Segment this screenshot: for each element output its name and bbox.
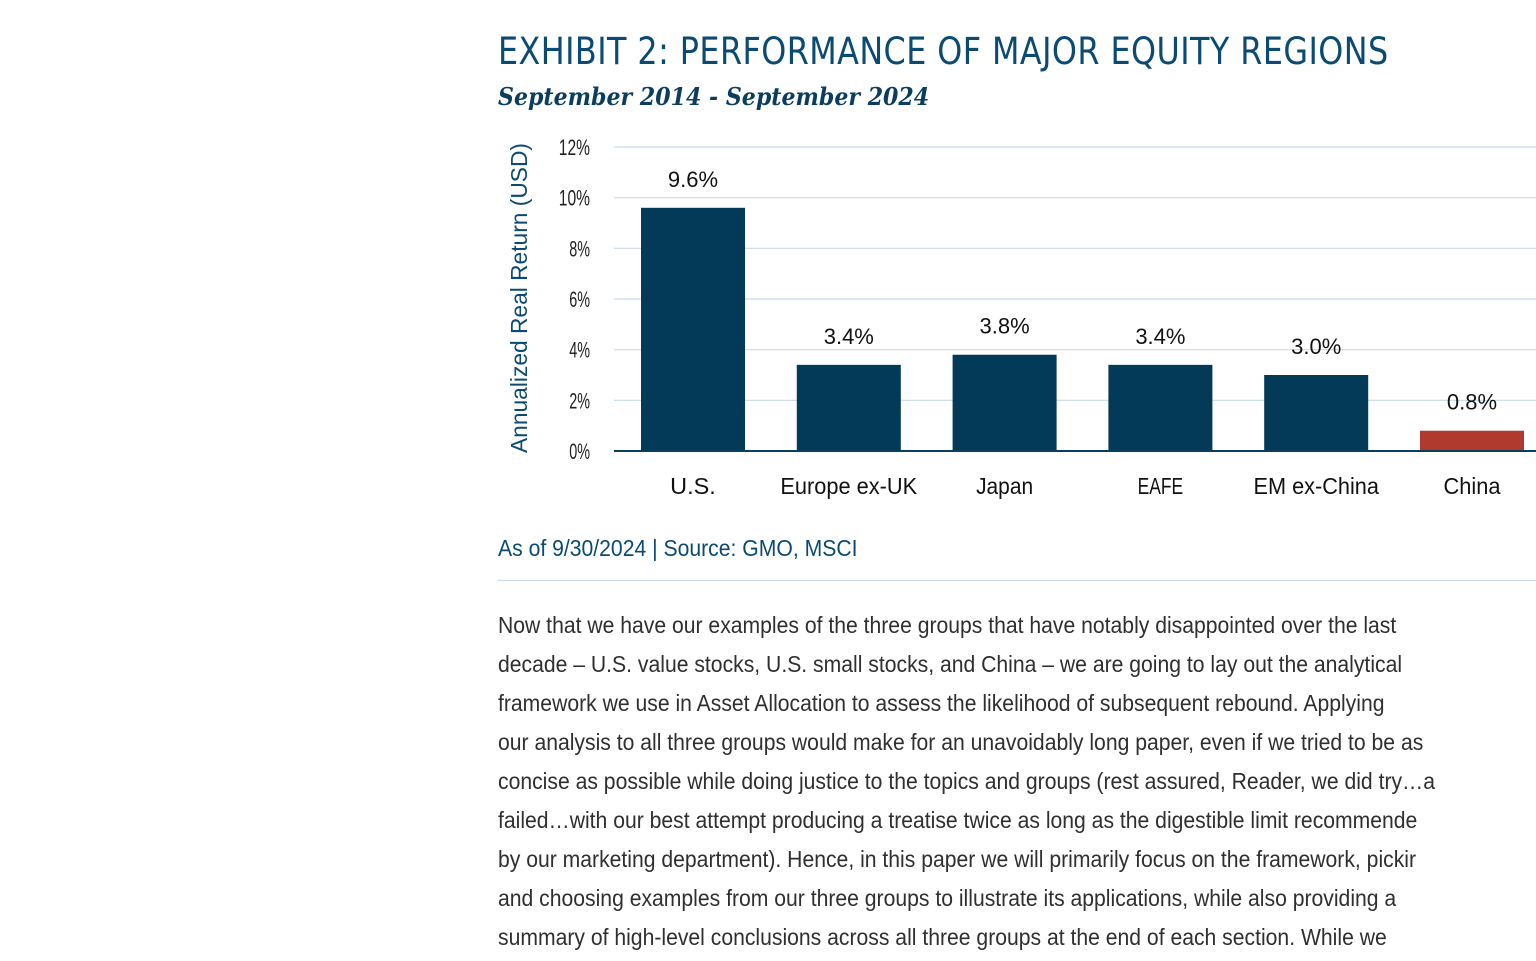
data-label: 3.4% — [1135, 324, 1185, 349]
body-line: framework we use in Asset Allocation to … — [498, 690, 1385, 716]
x-tick-label: Europe ex-UK — [780, 473, 917, 499]
data-label: 3.8% — [980, 314, 1030, 339]
bar — [1264, 375, 1369, 451]
y-tick-label: 0% — [569, 439, 590, 464]
data-label: 9.6% — [668, 167, 718, 192]
body-line: summary of high-level conclusions across… — [498, 924, 1387, 950]
y-tick-label: 12% — [559, 135, 590, 160]
source-note: As of 9/30/2024 | Source: GMO, MSCI — [498, 535, 858, 561]
y-axis-label: Annualized Real Return (USD) — [506, 143, 532, 453]
bar — [641, 207, 745, 451]
bar — [796, 364, 901, 451]
y-tick-label: 8% — [569, 236, 590, 261]
body-line: decade – U.S. value stocks, U.S. small s… — [498, 651, 1403, 677]
bar — [952, 354, 1057, 451]
y-tick-label: 6% — [569, 287, 590, 312]
data-label: 0.8% — [1447, 390, 1497, 415]
x-tick-label: China — [1444, 473, 1501, 499]
bar-chart: 0% 2% 4% 6% 8% 10% 12% Annualized Real Return (… — [506, 135, 1536, 499]
body-paragraph: Now that we have our examples of the thr… — [498, 606, 1536, 961]
y-tick-label: 4% — [569, 338, 590, 363]
x-tick-label: Japan — [976, 473, 1033, 499]
exhibit-title: EXHIBIT 2: PERFORMANCE OF MAJOR EQUITY R… — [498, 30, 1389, 73]
body-line: and choosing examples from our three gro… — [498, 885, 1397, 911]
data-label: 3.0% — [1291, 334, 1341, 359]
body-line: by our marketing department). Hence, in … — [498, 846, 1417, 872]
y-tick-label: 10% — [559, 186, 590, 211]
bar — [1108, 364, 1213, 451]
body-line: concise as possible while doing justice … — [498, 768, 1435, 794]
y-tick-label: 2% — [569, 388, 590, 413]
data-label: 3.4% — [824, 324, 874, 349]
body-line: Now that we have our examples of the thr… — [498, 612, 1397, 638]
divider — [498, 580, 1536, 581]
x-tick-label: EAFE — [1138, 473, 1184, 499]
body-line: failed…with our best attempt producing a… — [498, 807, 1418, 833]
body-line: our analysis to all three groups would m… — [498, 729, 1424, 755]
exhibit-subtitle: September 2014 - September 2024 — [498, 82, 930, 111]
x-tick-label: U.S. — [670, 473, 716, 499]
bar — [1420, 430, 1524, 451]
x-tick-label: EM ex-China — [1254, 473, 1380, 499]
